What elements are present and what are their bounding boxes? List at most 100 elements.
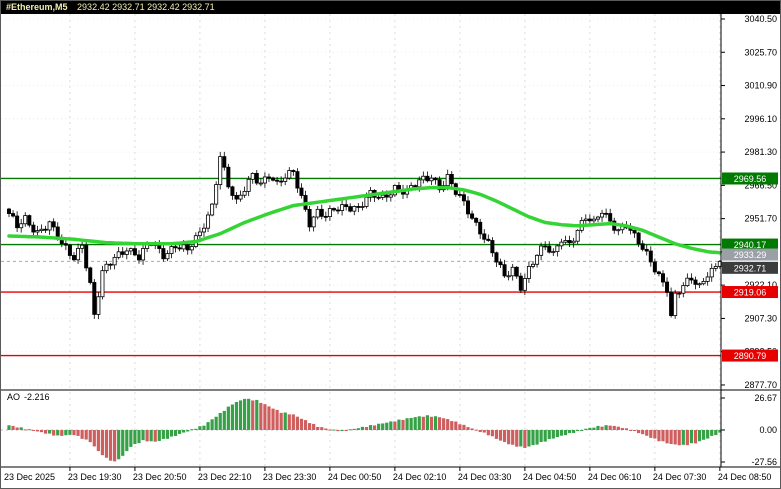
ao-bar bbox=[218, 412, 222, 430]
candle-body bbox=[636, 232, 641, 245]
candle-body bbox=[234, 195, 239, 200]
ao-axis-label: -27.56 bbox=[751, 457, 777, 467]
time-axis-label: 23 Dec 19:30 bbox=[68, 472, 122, 482]
ao-bar bbox=[710, 430, 714, 436]
ao-bar bbox=[433, 416, 438, 430]
candle-body bbox=[713, 266, 718, 269]
ao-bar bbox=[429, 416, 434, 430]
level-price-tag bbox=[722, 238, 778, 251]
candle-body bbox=[417, 179, 422, 188]
ao-bar bbox=[401, 419, 405, 430]
candle-body bbox=[185, 244, 190, 251]
candle-body bbox=[360, 206, 365, 208]
ao-bar bbox=[608, 425, 612, 430]
candle-body bbox=[693, 279, 698, 285]
candle-body bbox=[71, 255, 76, 261]
ao-bar bbox=[222, 410, 226, 430]
ao-bar bbox=[125, 430, 129, 452]
candle-body bbox=[352, 206, 357, 212]
candle-body bbox=[331, 208, 336, 211]
ao-bar bbox=[685, 430, 689, 446]
ao-bar bbox=[52, 430, 56, 436]
candle-body bbox=[214, 184, 219, 205]
candle-body bbox=[518, 275, 523, 291]
ao-bar bbox=[596, 425, 600, 430]
ao-bar bbox=[559, 430, 564, 436]
ao-bar bbox=[641, 430, 645, 435]
candle-body bbox=[421, 175, 426, 181]
ao-bar bbox=[498, 430, 503, 441]
candle-body bbox=[705, 276, 710, 282]
level-tag-label: 2919.06 bbox=[734, 288, 767, 298]
ao-bar bbox=[108, 430, 113, 461]
candle-body bbox=[478, 221, 483, 235]
ao-bar bbox=[283, 412, 287, 430]
ao-bar bbox=[356, 428, 360, 430]
candle-body bbox=[161, 248, 166, 260]
ao-bar bbox=[96, 430, 100, 452]
time-axis-label: 24 Dec 08:50 bbox=[718, 472, 772, 482]
ohlc-values: 2932.42 2932.71 2932.42 2932.71 bbox=[77, 2, 215, 12]
candle-body bbox=[63, 243, 68, 246]
ao-bar bbox=[397, 419, 401, 430]
ao-bar bbox=[372, 425, 377, 430]
candle-body bbox=[291, 170, 296, 172]
ao-bar bbox=[454, 421, 458, 430]
candle-body bbox=[461, 194, 466, 202]
ao-bar bbox=[137, 430, 141, 444]
ao-bar bbox=[588, 427, 592, 430]
ao-bar bbox=[490, 430, 494, 437]
candle-body bbox=[201, 227, 206, 233]
candle-body bbox=[510, 266, 515, 277]
candle-body bbox=[384, 194, 389, 198]
candle-body bbox=[307, 208, 312, 228]
candle-body bbox=[27, 215, 32, 226]
ao-bar bbox=[328, 429, 332, 431]
candle-body bbox=[425, 175, 430, 182]
ao-bar bbox=[259, 402, 263, 430]
candle-body bbox=[656, 271, 661, 275]
ao-bar bbox=[511, 430, 515, 445]
ao-bar bbox=[466, 427, 470, 430]
candle-body bbox=[632, 229, 637, 234]
candle-body bbox=[222, 156, 227, 168]
moving-average-line[interactable] bbox=[7, 185, 722, 255]
ao-bar bbox=[76, 430, 80, 436]
candle-body bbox=[697, 283, 702, 286]
moving-average-layer bbox=[7, 185, 722, 255]
ao-bar bbox=[255, 399, 259, 430]
ao-bar bbox=[303, 420, 308, 430]
candle-body bbox=[323, 215, 328, 218]
time-axis-label: 24 Dec 00:50 bbox=[328, 472, 382, 482]
candle-body bbox=[396, 185, 401, 191]
price-axis-label: 2996.10 bbox=[744, 114, 777, 124]
ao-bar bbox=[413, 417, 417, 430]
price-axis-label: 3025.70 bbox=[744, 47, 777, 57]
candle-body bbox=[356, 206, 361, 208]
ao-bar bbox=[681, 430, 685, 445]
ao-bar bbox=[507, 430, 511, 445]
candle-body bbox=[51, 221, 56, 228]
ao-bar bbox=[673, 430, 677, 445]
candle-body bbox=[530, 263, 535, 267]
ao-bar bbox=[88, 430, 92, 443]
ao-bar bbox=[64, 430, 68, 436]
candle-body bbox=[490, 240, 495, 254]
ao-bar bbox=[133, 430, 137, 445]
ask-price-tag bbox=[722, 248, 778, 261]
ao-bar bbox=[267, 406, 271, 430]
ao-bar bbox=[519, 430, 523, 447]
candle-body bbox=[559, 241, 564, 247]
candle-body bbox=[506, 275, 511, 278]
candle-body bbox=[388, 194, 393, 198]
ao-bar bbox=[624, 428, 629, 430]
candle-body bbox=[648, 250, 653, 263]
candle-body bbox=[238, 194, 243, 200]
bid-tag-label: 2932.71 bbox=[734, 263, 767, 273]
candle-body bbox=[616, 229, 621, 232]
candle-body bbox=[709, 267, 714, 278]
candle-body bbox=[660, 273, 665, 283]
candle-body bbox=[652, 261, 657, 273]
